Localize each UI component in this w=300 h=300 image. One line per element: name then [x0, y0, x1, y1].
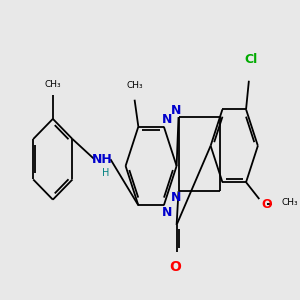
Text: CH₃: CH₃: [44, 80, 61, 88]
Text: O: O: [169, 260, 181, 274]
Text: N: N: [161, 206, 172, 219]
Text: Cl: Cl: [244, 52, 257, 66]
Text: N: N: [170, 104, 181, 117]
Text: N: N: [170, 191, 181, 205]
Text: CH₃: CH₃: [282, 198, 298, 207]
Text: N: N: [161, 113, 172, 126]
Text: O: O: [261, 198, 272, 211]
Text: NH: NH: [92, 153, 112, 166]
Text: CH₃: CH₃: [126, 81, 143, 90]
Text: H: H: [102, 168, 110, 178]
